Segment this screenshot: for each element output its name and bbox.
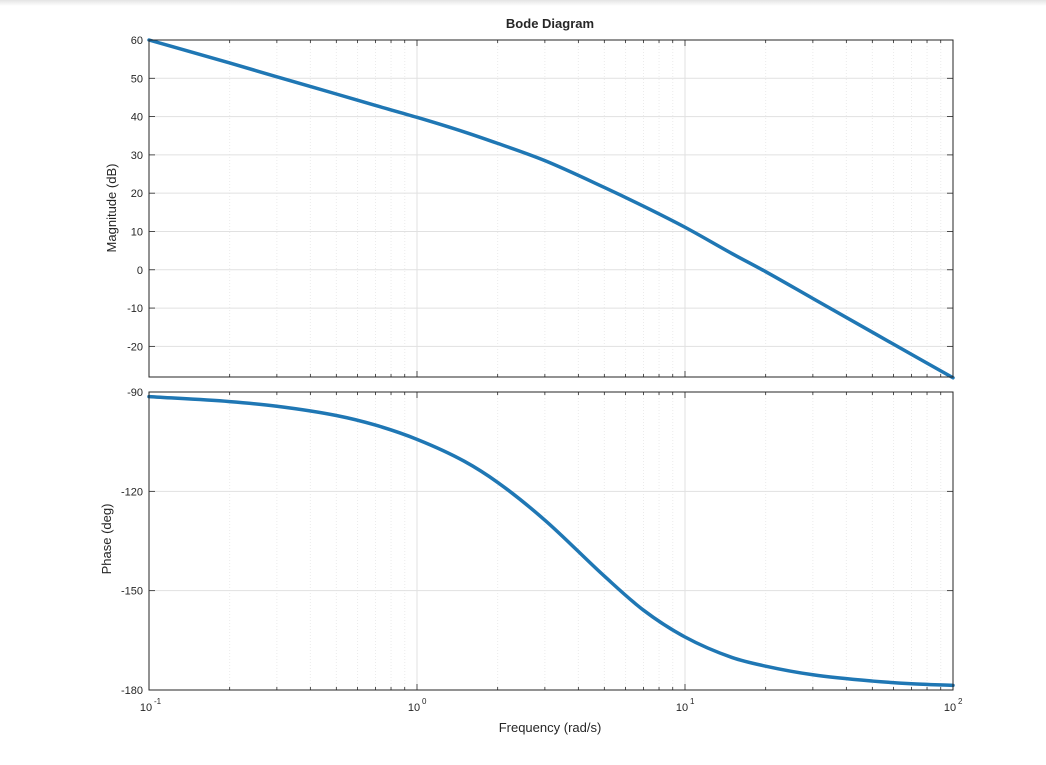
phase-y-tick-label: -90	[127, 387, 143, 399]
phase-axis-label: Phase (deg)	[99, 504, 114, 575]
x-tick-base: 10	[140, 702, 152, 714]
x-tick-label: 101	[676, 697, 695, 714]
phase-plot-area	[147, 394, 955, 688]
x-tick-base: 10	[408, 702, 420, 714]
x-tick-exponent: -1	[154, 697, 162, 706]
chart-title: Bode Diagram	[506, 16, 594, 31]
phase-y-tick-label: -150	[121, 586, 143, 598]
axes-frames	[148, 39, 954, 691]
magnitude-y-tick-label: -20	[127, 341, 143, 353]
x-tick-base: 10	[676, 702, 688, 714]
magnitude-y-tick-label: 50	[131, 73, 143, 85]
magnitude-y-tick-label: 0	[137, 265, 143, 277]
x-tick-label: 100	[408, 697, 427, 714]
window-top-edge	[0, 0, 1046, 6]
magnitude-plot-area	[147, 38, 955, 380]
phase-y-tick-label: -120	[121, 486, 143, 498]
magnitude-axis-label: Magnitude (dB)	[104, 164, 119, 253]
phase-y-tick-label: -180	[121, 685, 143, 697]
x-tick-label: 102	[944, 697, 963, 714]
magnitude-axes-frame	[148, 39, 954, 378]
magnitude-y-tick-label: 30	[131, 150, 143, 162]
x-tick-exponent: 2	[958, 697, 963, 706]
phase-grid	[149, 392, 953, 690]
x-tick-label: 10-1	[140, 697, 162, 714]
magnitude-y-tick-label: 10	[131, 226, 143, 238]
x-tick-exponent: 0	[422, 697, 427, 706]
magnitude-curve	[147, 38, 955, 380]
phase-curve	[147, 394, 955, 688]
x-tick-base: 10	[944, 702, 956, 714]
magnitude-grid	[149, 40, 953, 377]
magnitude-y-tick-label: 60	[131, 35, 143, 47]
y-tick-labels: 60 50 40 30 20 10 0 -10 -20 -90 -120 -150 -180	[121, 35, 143, 697]
frequency-axis-label: Frequency (rad/s)	[499, 720, 602, 735]
magnitude-y-tick-label: -10	[127, 303, 143, 315]
x-tick-exponent: 1	[690, 697, 695, 706]
magnitude-y-tick-label: 40	[131, 112, 143, 124]
phase-axes-frame	[148, 391, 954, 691]
magnitude-y-tick-label: 20	[131, 188, 143, 200]
